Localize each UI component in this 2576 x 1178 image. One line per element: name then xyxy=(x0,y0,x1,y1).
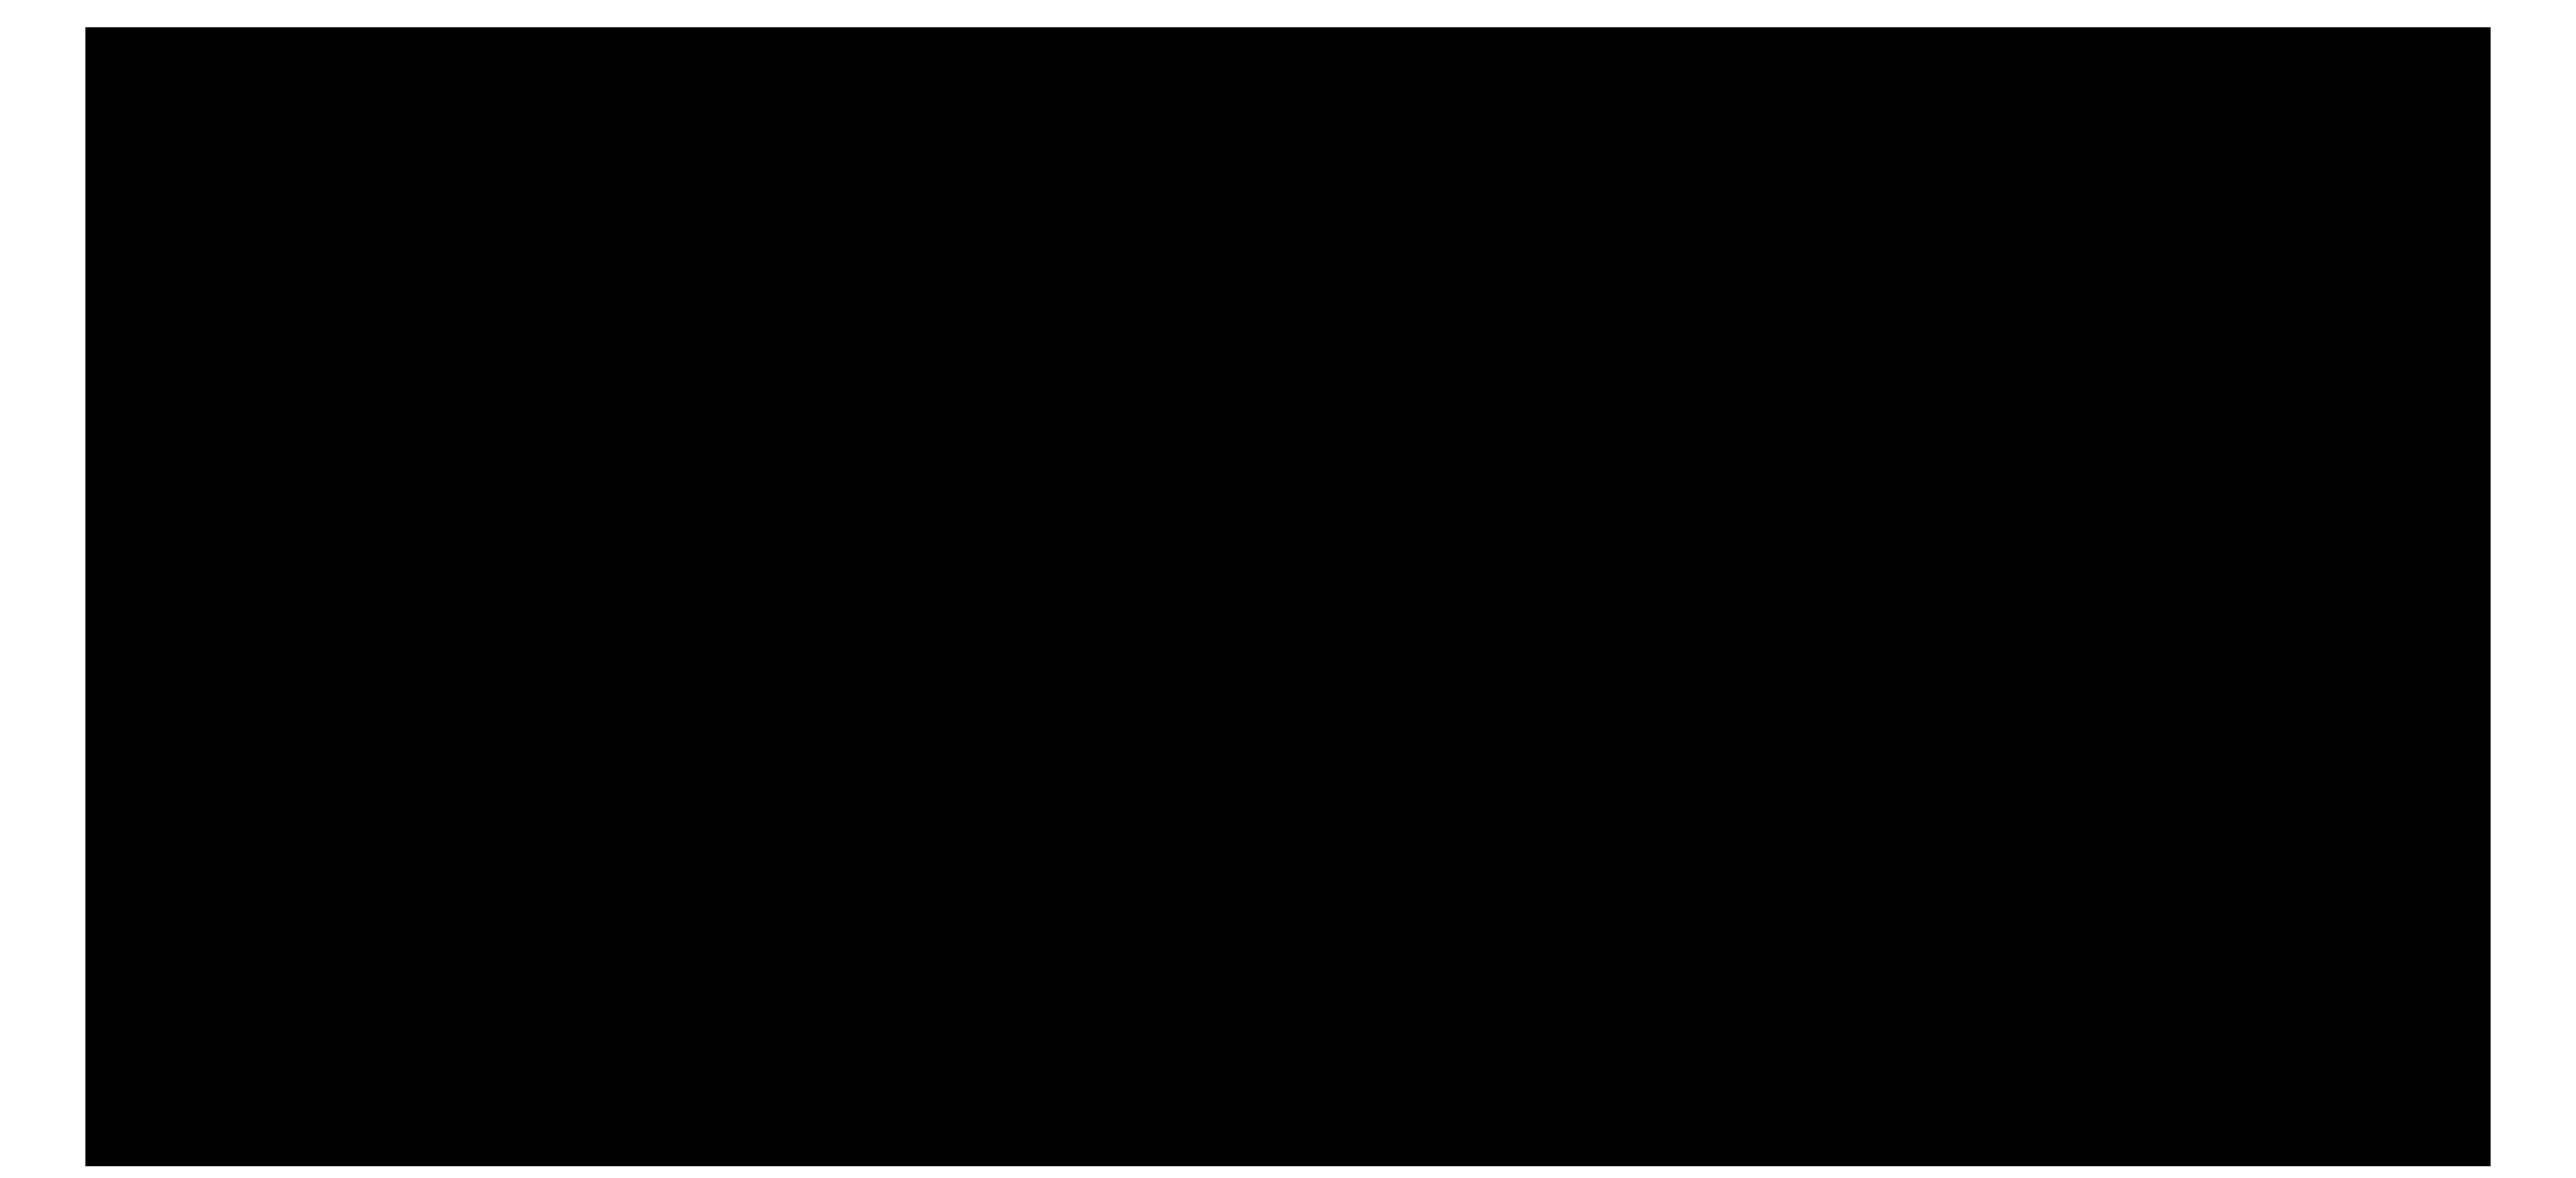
word-cloud-background xyxy=(85,27,2491,1166)
word-cloud-canvas xyxy=(85,27,2491,1166)
word-cloud-svg xyxy=(85,27,2491,1166)
